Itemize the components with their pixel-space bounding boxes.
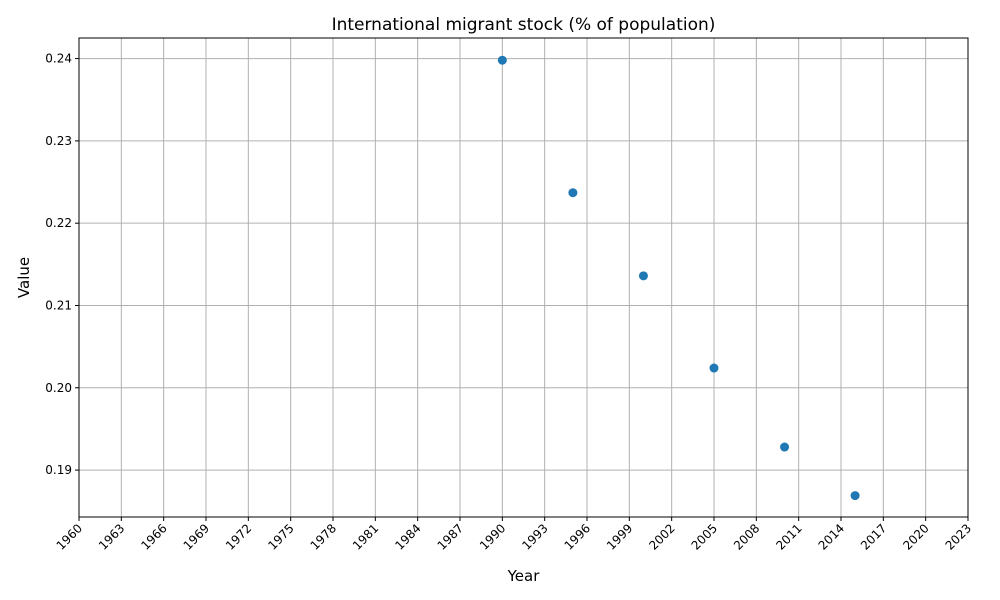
data-point: [497, 55, 507, 65]
y-tick-label: 0.19: [45, 463, 72, 477]
data-points: [497, 55, 860, 501]
x-tick-label: 2017: [858, 521, 889, 552]
x-tick-label: 2023: [943, 521, 974, 552]
data-point: [850, 491, 860, 501]
x-tick-label: 1990: [477, 521, 508, 552]
x-tick-label: 1978: [308, 521, 339, 552]
y-tick-label: 0.24: [45, 52, 72, 66]
x-tick-label: 1987: [435, 521, 466, 552]
y-axis-label: Value: [15, 257, 33, 298]
x-tick-label: 1984: [392, 521, 423, 552]
x-axis-label: Year: [507, 567, 541, 585]
x-tick-label: 1993: [519, 521, 550, 552]
x-tick-label: 1972: [223, 521, 254, 552]
grid: [78, 38, 969, 517]
data-point: [780, 442, 790, 452]
x-tick-label: 1966: [138, 521, 169, 552]
x-tick-label: 1960: [54, 521, 85, 552]
chart-title: International migrant stock (% of popula…: [332, 15, 716, 35]
data-point: [568, 188, 578, 198]
x-tick-label: 1969: [181, 521, 212, 552]
x-axis-ticks: 1960 1963 1966 1969 1972 1975 1978 1981 1984 1987…: [54, 517, 974, 553]
x-tick-label: 2011: [773, 521, 804, 552]
x-tick-label: 1975: [265, 521, 296, 552]
y-tick-label: 0.22: [45, 216, 72, 230]
plot-frame: [78, 37, 969, 518]
y-tick-label: 0.23: [45, 134, 72, 148]
x-tick-label: 1981: [350, 521, 381, 552]
data-point: [638, 271, 648, 281]
y-axis-ticks: 0.19 0.20 0.21 0.22 0.23 0.24: [45, 52, 79, 477]
y-tick-label: 0.20: [45, 381, 72, 395]
y-tick-label: 0.21: [45, 298, 72, 312]
x-tick-label: 1996: [562, 521, 593, 552]
x-tick-label: 2005: [689, 521, 720, 552]
x-tick-label: 1963: [96, 521, 127, 552]
x-tick-label: 1999: [604, 521, 635, 552]
x-tick-label: 2002: [646, 521, 677, 552]
x-tick-label: 2020: [900, 521, 931, 552]
x-tick-label: 2008: [731, 521, 762, 552]
x-tick-label: 2014: [816, 521, 847, 552]
data-point: [709, 363, 719, 373]
